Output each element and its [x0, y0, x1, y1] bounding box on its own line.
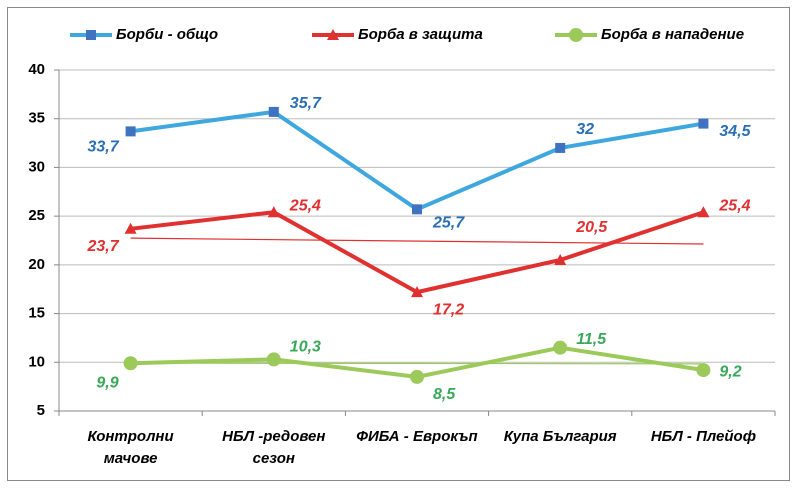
- marker: [268, 106, 279, 117]
- data-label: 9,2: [719, 363, 741, 380]
- marker: [124, 222, 137, 234]
- data-label: 25,4: [289, 197, 321, 214]
- trendline: [130, 362, 704, 365]
- marker: [696, 363, 711, 378]
- data-label: 32: [576, 121, 594, 138]
- y-tick-label: 20: [28, 256, 45, 273]
- y-tick-label: 5: [37, 402, 45, 419]
- x-tick-label: ФИБА - Еврокъп: [356, 428, 477, 445]
- y-tick-label: 25: [28, 207, 45, 224]
- data-label: 23,7: [86, 238, 119, 255]
- data-label: 17,2: [433, 301, 464, 318]
- data-label: 20,5: [575, 219, 608, 236]
- x-tick-label: Контролни мачове: [88, 428, 174, 467]
- x-tick-label: НБЛ - Плейоф: [651, 428, 756, 445]
- data-label: 25,4: [718, 197, 750, 214]
- data-label: 33,7: [87, 139, 119, 156]
- data-label: 9,9: [96, 374, 118, 391]
- marker: [410, 369, 424, 384]
- marker: [697, 206, 710, 218]
- y-tick-label: 40: [28, 61, 45, 78]
- data-label: 34,5: [719, 123, 751, 140]
- marker: [267, 206, 280, 218]
- marker: [569, 28, 583, 42]
- x-tick-label: Купа България: [504, 428, 617, 445]
- marker: [125, 126, 136, 137]
- marker: [327, 29, 339, 40]
- data-label: 35,7: [290, 95, 322, 112]
- data-label: 25,7: [432, 215, 465, 232]
- data-label: 10,3: [290, 339, 321, 356]
- marker: [553, 340, 568, 355]
- marker: [123, 356, 138, 371]
- data-label: 8,5: [433, 386, 456, 403]
- marker: [266, 352, 281, 367]
- marker: [412, 204, 422, 215]
- y-tick-label: 10: [28, 353, 45, 370]
- y-tick-label: 35: [28, 110, 45, 127]
- legend-label: Борби - общо: [116, 26, 218, 43]
- marker: [698, 118, 709, 129]
- marker: [554, 253, 567, 265]
- marker: [86, 30, 96, 40]
- data-label: 11,5: [576, 331, 607, 348]
- y-tick-label: 15: [28, 305, 45, 322]
- legend-label: Борба в нападение: [601, 26, 744, 43]
- x-tick-label: НБЛ -редовен сезон: [222, 428, 325, 467]
- marker: [555, 142, 566, 153]
- marker: [411, 286, 423, 298]
- y-tick-label: 30: [28, 158, 45, 175]
- legend-label: Борба в защита: [358, 26, 483, 43]
